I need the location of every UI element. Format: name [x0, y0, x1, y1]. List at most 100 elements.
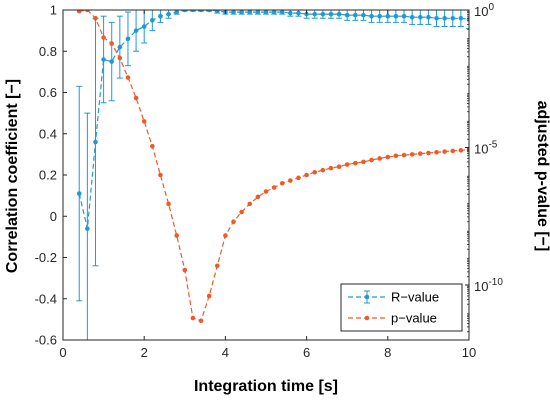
data-point [450, 148, 456, 154]
data-point [158, 13, 163, 19]
data-point [174, 10, 179, 15]
data-point [320, 167, 326, 173]
data-point [174, 233, 179, 238]
right-y-tick-label: 100 [474, 2, 494, 19]
data-point [239, 209, 244, 215]
data-point [328, 165, 334, 171]
x-tick-label: 4 [222, 345, 229, 360]
data-point [125, 75, 131, 80]
data-point [133, 28, 139, 33]
data-point [271, 185, 277, 190]
data-point [409, 14, 415, 20]
data-point [385, 154, 391, 160]
data-point [450, 15, 456, 21]
left-y-tick-label: 0.8 [39, 44, 57, 59]
data-point [76, 191, 82, 196]
left-y-tick-label: 0.6 [39, 85, 57, 100]
data-point [231, 219, 236, 225]
data-point [231, 10, 236, 15]
series-line [79, 10, 469, 322]
data-point [255, 10, 261, 15]
data-point [344, 162, 350, 167]
data-point [288, 10, 293, 16]
data-point [336, 164, 342, 170]
data-point [206, 10, 212, 13]
data-point [369, 157, 374, 163]
data-point [361, 12, 366, 18]
data-point [198, 10, 204, 13]
right-y-tick-label: 10-10 [474, 277, 503, 294]
data-point [393, 153, 399, 159]
series-line [78, 10, 469, 229]
data-point [247, 10, 253, 15]
left-y-tick-label: -0.6 [35, 333, 57, 348]
plot-area [76, 10, 469, 340]
data-point [434, 15, 439, 21]
data-point [417, 14, 423, 20]
data-point [442, 149, 447, 154]
data-point [263, 10, 269, 15]
series-r-value [76, 10, 469, 340]
data-point [182, 267, 188, 273]
left-y-tick-label: 0 [50, 209, 57, 224]
data-point [426, 150, 431, 156]
data-point [117, 55, 123, 61]
data-point [93, 139, 98, 145]
legend-box [340, 283, 463, 332]
data-point [312, 11, 318, 17]
right-y-axis-title: adjusted p-value [−] [534, 101, 550, 252]
data-point [393, 13, 399, 19]
data-point [279, 180, 285, 186]
left-y-tick-label: 0.2 [39, 168, 57, 183]
data-point [271, 10, 277, 15]
data-point [223, 233, 228, 238]
data-point [369, 13, 374, 19]
data-point [206, 293, 212, 299]
data-point [263, 189, 269, 194]
series-p-value [76, 10, 469, 324]
data-point [85, 10, 90, 13]
data-point [141, 119, 147, 124]
x-tick-label: 10 [462, 345, 476, 360]
data-point [182, 10, 188, 13]
legend-label: p−value [391, 311, 437, 326]
data-point [109, 41, 115, 46]
x-axis-title: Integration time [s] [194, 378, 338, 395]
data-point [141, 24, 147, 29]
legend-marker [364, 294, 370, 300]
left-y-tick-label: 0.4 [39, 126, 57, 141]
axes: 0 2 4 6 8 10 1 0.8 0.6 0.4 0.2 0 -0.2 -0.4 -0.6 100 10-5… [35, 2, 504, 360]
legend-label: R−value [391, 290, 439, 305]
data-point [85, 226, 90, 231]
data-point [458, 148, 464, 153]
legend-marker [364, 315, 370, 321]
data-point [377, 156, 382, 161]
data-point [401, 152, 407, 158]
data-point [417, 151, 423, 156]
legend: R−value p−value [340, 283, 463, 332]
x-tick-label: 0 [59, 345, 66, 360]
data-point [377, 13, 382, 19]
left-y-tick-label: 1 [50, 3, 57, 18]
data-point [255, 194, 261, 200]
left-y-tick-label: -0.2 [35, 250, 57, 265]
data-point [247, 201, 253, 207]
data-point [361, 159, 366, 165]
data-point [442, 15, 447, 21]
data-point [76, 10, 82, 14]
data-point [304, 11, 309, 17]
data-point [353, 12, 358, 18]
data-point [198, 318, 204, 324]
data-point [239, 10, 244, 15]
data-point [328, 11, 334, 17]
data-point [214, 263, 220, 269]
data-point [353, 160, 358, 166]
data-point [166, 201, 171, 207]
data-point [125, 36, 131, 42]
data-point [385, 13, 391, 19]
data-point [288, 178, 293, 183]
x-tick-label: 8 [384, 345, 391, 360]
data-point [93, 15, 98, 21]
